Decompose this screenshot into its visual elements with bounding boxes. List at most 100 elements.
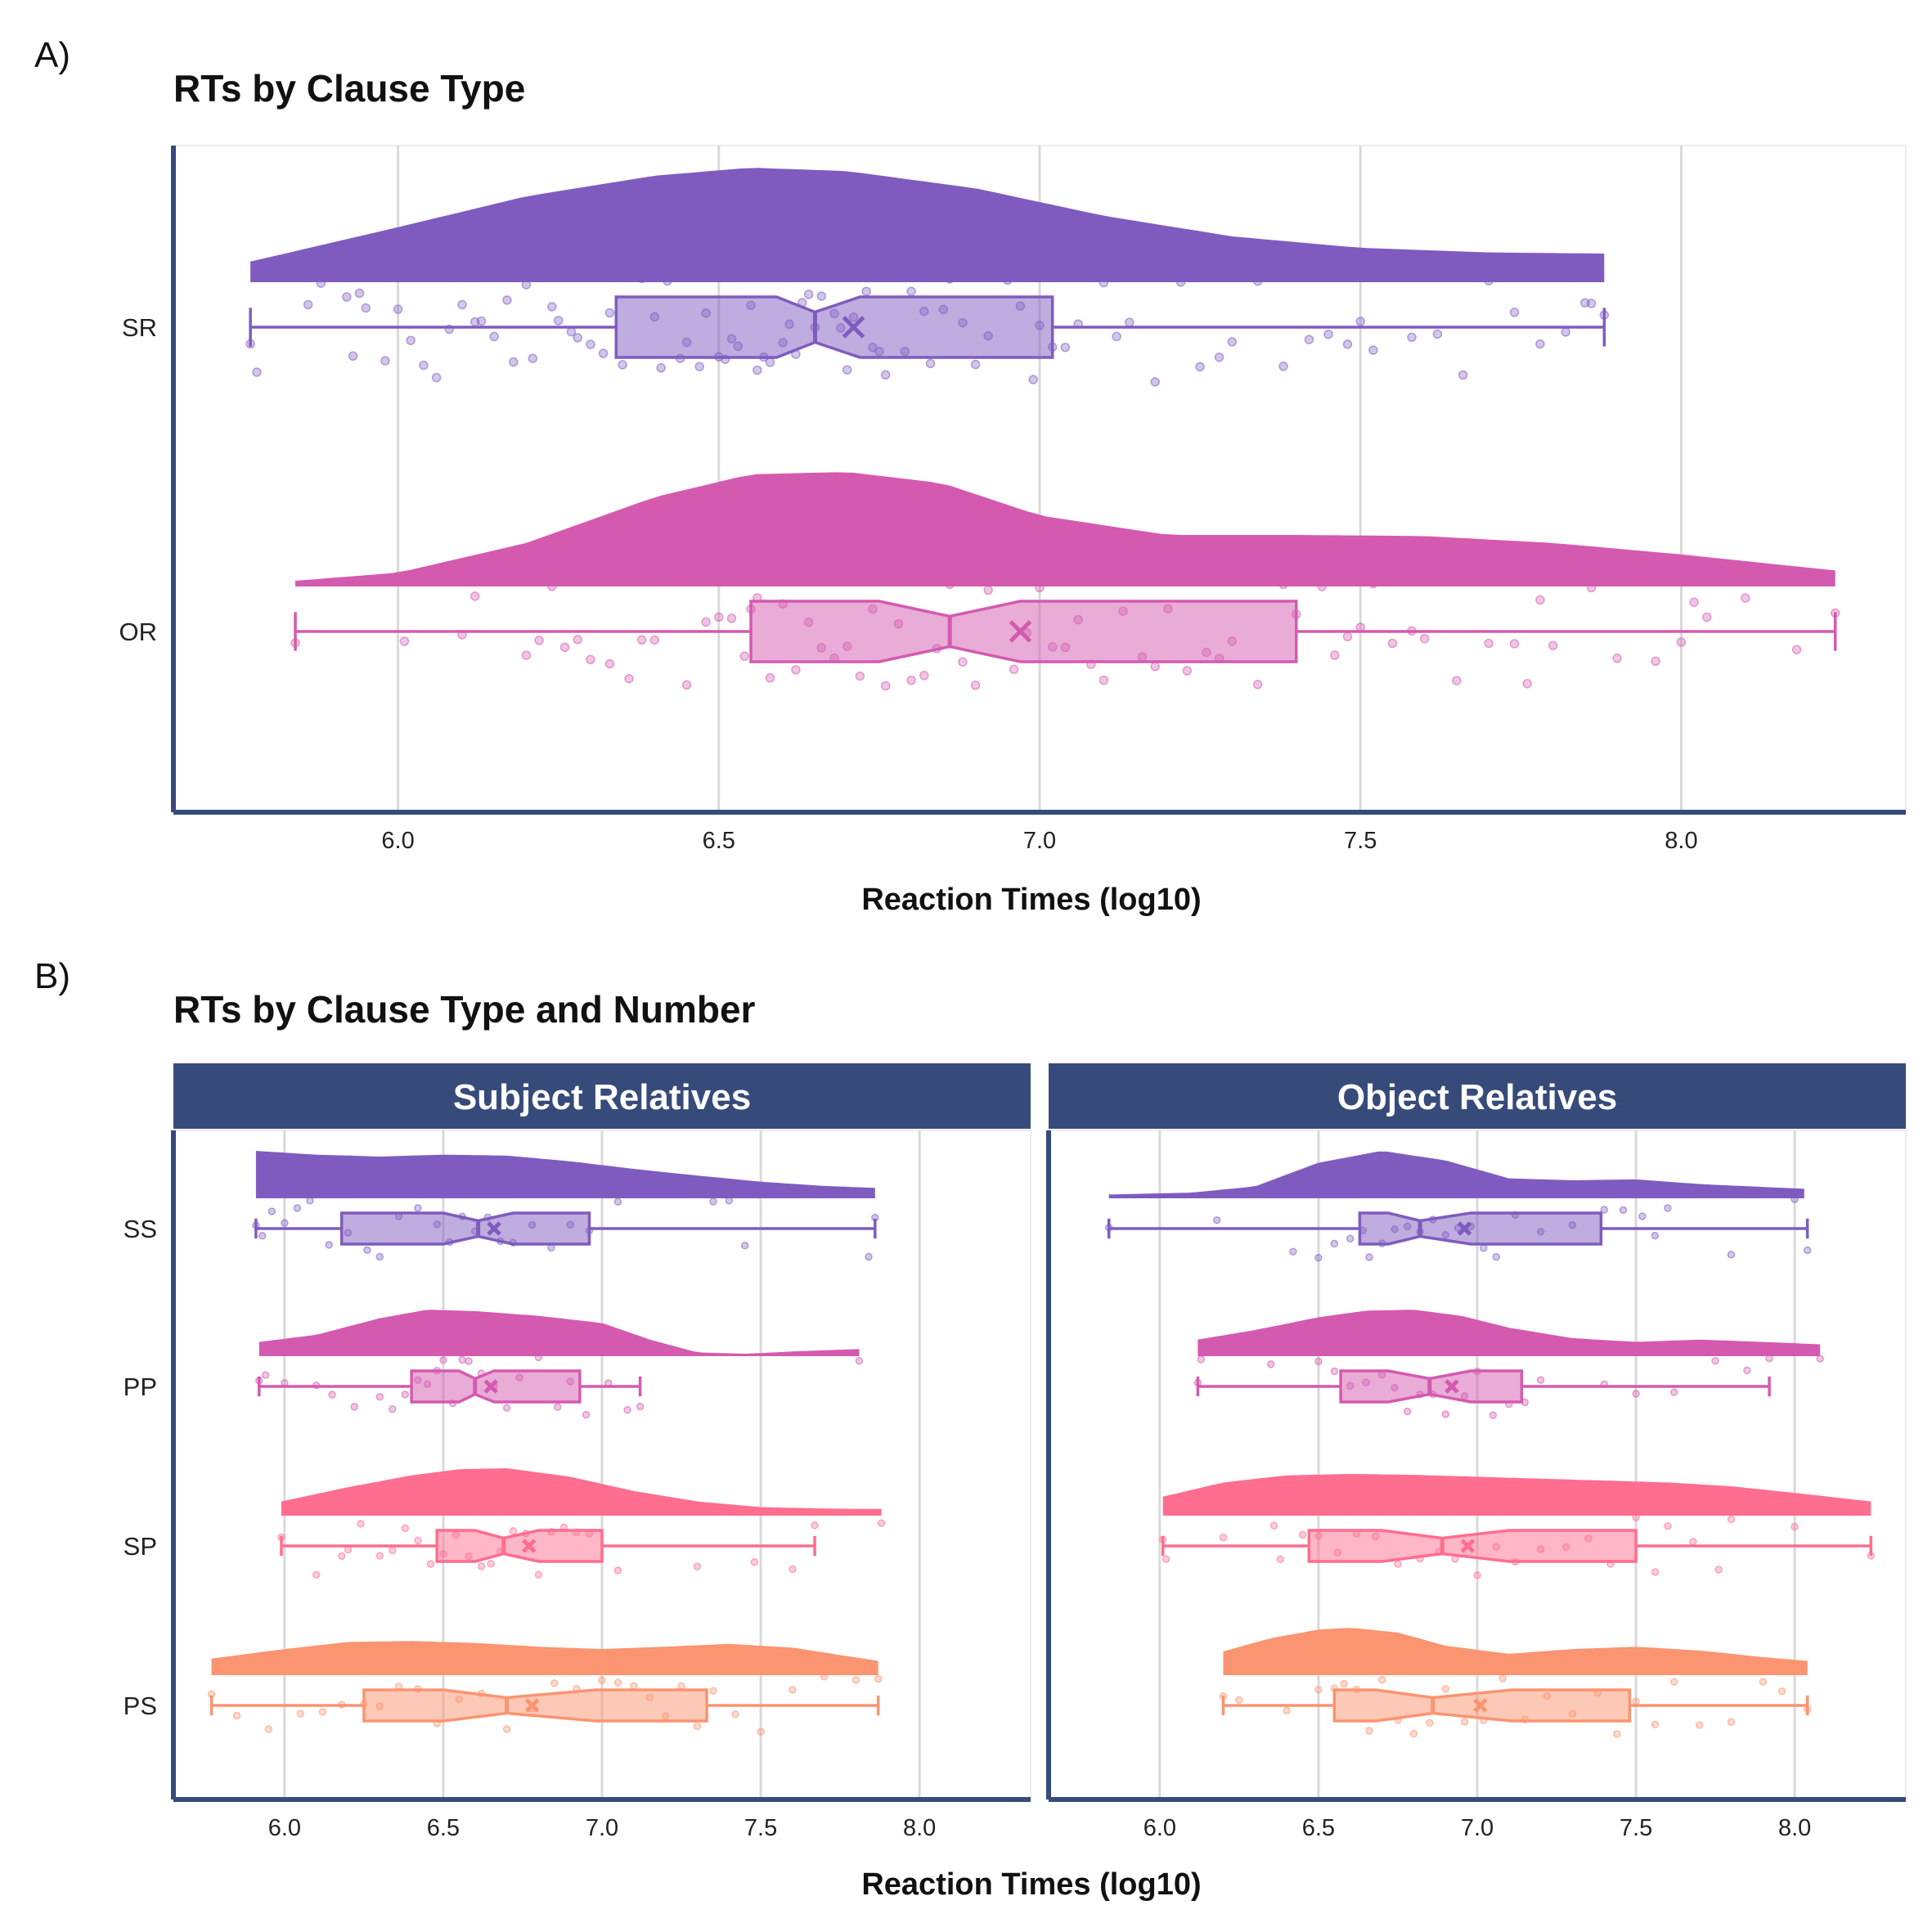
data-point-SP — [750, 1558, 759, 1566]
data-point-OR — [1099, 675, 1109, 685]
data-point-SR — [1003, 275, 1013, 285]
mean-marker-PS — [1473, 1698, 1488, 1713]
y-category-label-OR: OR — [119, 618, 158, 646]
data-point-SR — [393, 304, 403, 314]
data-point-OR — [470, 591, 480, 601]
data-point-SR — [361, 303, 371, 313]
data-point-OR — [1484, 638, 1494, 649]
data-point-PP — [1536, 1376, 1545, 1384]
density-cloud-PP — [258, 1310, 860, 1356]
data-point-OR — [1522, 679, 1532, 689]
chart-b-facet-subject-plot: 6.0 6.5 7.0 7.5 8.0 SS PP SP PS — [124, 1130, 1031, 1841]
notched-box-SS — [339, 1211, 591, 1246]
data-point-SR — [893, 270, 904, 281]
data-point-SR — [1099, 277, 1109, 288]
data-point-SR — [457, 299, 467, 310]
data-point-OR — [1741, 593, 1750, 603]
data-point-SP — [534, 1570, 543, 1579]
data-point-PP — [1441, 1410, 1449, 1418]
data-point-OR — [1676, 637, 1687, 647]
data-point-SR — [419, 360, 429, 371]
data-point-OR — [714, 612, 724, 622]
data-point-SR — [1214, 352, 1224, 362]
mean-marker-SS — [1457, 1221, 1472, 1236]
data-point-SS — [281, 1219, 289, 1227]
x-tick-label: 7.0 — [1461, 1815, 1494, 1841]
data-point-SP — [426, 1560, 435, 1568]
data-point-SR — [925, 358, 936, 369]
data-point-SP — [1714, 1566, 1723, 1574]
data-point-SP — [1219, 1533, 1228, 1542]
x-tick-label: 6.0 — [268, 1815, 301, 1841]
data-point-SP — [1161, 1555, 1170, 1563]
data-point-PP — [502, 1404, 511, 1412]
data-point-SR — [753, 365, 762, 375]
data-point-PS — [789, 1686, 797, 1694]
data-point-OR — [1419, 633, 1430, 644]
data-point-SR — [636, 273, 647, 284]
data-point-SP — [1689, 1538, 1697, 1546]
panel-label-b: B) — [34, 956, 70, 996]
data-point-OR — [649, 635, 660, 645]
data-point-PS — [630, 1682, 638, 1690]
data-point-SS — [1346, 1234, 1355, 1243]
data-point-SS — [267, 1207, 276, 1215]
data-point-PS — [1651, 1720, 1660, 1729]
data-point-PS — [1759, 1678, 1768, 1686]
data-point-SP — [509, 1527, 518, 1535]
data-point-OR — [1638, 574, 1648, 584]
data-point-PP — [855, 1356, 864, 1365]
data-point-PP — [553, 1403, 562, 1411]
data-point-SP — [487, 1559, 495, 1568]
data-point-SS — [725, 1197, 734, 1205]
data-point-SR — [1323, 329, 1333, 339]
data-point-PS — [874, 1674, 883, 1683]
data-point-SR — [1407, 332, 1417, 343]
data-point-SR — [509, 357, 519, 367]
data-point-PS — [1632, 1697, 1640, 1705]
data-point-SR — [694, 362, 704, 371]
data-point-PP — [1743, 1366, 1751, 1375]
mean-marker-PP — [1445, 1379, 1459, 1394]
x-tick-label: 7.0 — [1023, 828, 1056, 854]
data-point-SP — [1664, 1522, 1672, 1530]
data-point-SR — [348, 351, 358, 362]
data-point-SR — [598, 348, 609, 358]
facet-strip-subject — [173, 1063, 1031, 1129]
data-point-PS — [709, 1687, 717, 1695]
data-point-SR — [1342, 339, 1353, 349]
data-point-SR — [656, 363, 666, 373]
data-point-PP — [1489, 1411, 1498, 1419]
data-point-OR — [1791, 645, 1802, 654]
density-cloud-SP — [281, 1468, 882, 1516]
data-point-OR — [1150, 662, 1160, 672]
data-point-PP — [375, 1392, 384, 1401]
data-point-PP — [1711, 1356, 1719, 1365]
data-point-SP — [1298, 1530, 1307, 1539]
data-point-PS — [1695, 1721, 1704, 1729]
notched-box-OR — [749, 600, 1298, 663]
data-point-OR — [1452, 676, 1462, 685]
x-tick-label: 7.5 — [744, 1815, 777, 1841]
mean-marker-PP — [483, 1379, 498, 1394]
data-point-SP — [1276, 1555, 1285, 1564]
data-point-SS — [1803, 1246, 1812, 1255]
data-point-PP — [1816, 1355, 1824, 1363]
data-point-PP — [465, 1357, 473, 1365]
density-cloud-PS — [211, 1641, 878, 1675]
data-point-PS — [1283, 1706, 1291, 1715]
data-point-SR — [970, 359, 981, 370]
data-point-SR — [1175, 277, 1186, 287]
data-point-SS — [1651, 1231, 1660, 1240]
data-point-SR — [1060, 342, 1071, 353]
data-point-PP — [1197, 1355, 1206, 1364]
data-point-SR — [573, 333, 582, 343]
data-point-SR — [406, 335, 416, 345]
data-point-OR — [1702, 612, 1712, 622]
data-point-SS — [258, 1232, 267, 1240]
data-point-OR — [399, 636, 410, 646]
data-point-SS — [363, 1246, 371, 1255]
data-point-OR — [1278, 579, 1288, 590]
data-point-SS — [740, 1242, 749, 1250]
data-point-SR — [945, 274, 955, 284]
